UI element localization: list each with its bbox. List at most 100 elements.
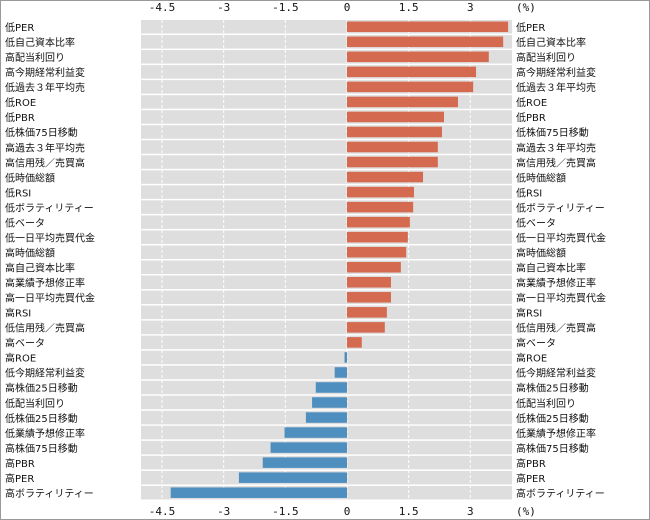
row-band	[141, 140, 512, 154]
bar	[347, 156, 438, 168]
category-label-right: 低一日平均売買代金	[516, 231, 606, 244]
x-tick-label-top: -3	[217, 1, 230, 14]
category-label-right: 高PER	[516, 472, 545, 485]
bar	[170, 487, 347, 498]
unit-label-top: (%)	[516, 1, 536, 14]
bar	[347, 186, 414, 198]
category-label-right: 高今期経常利益変	[516, 66, 596, 79]
row-band	[141, 260, 512, 275]
row-band	[141, 290, 512, 305]
x-tick-label-bottom: -1.5	[272, 505, 299, 518]
category-label-left: 低自己資本比率	[5, 36, 75, 49]
bar	[284, 427, 347, 438]
row-band	[141, 275, 512, 290]
row-band	[141, 335, 512, 350]
category-label-left: 高PER	[5, 472, 34, 485]
x-tick-label-bottom: -4.5	[149, 505, 176, 518]
bar	[347, 322, 385, 333]
category-label-left: 低ベータ	[5, 216, 45, 229]
category-label-left: 低配当利回り	[5, 397, 65, 410]
category-label-left: 高ボラティリティー	[5, 487, 94, 500]
category-label-right: 低ROE	[516, 96, 547, 109]
row-band	[141, 200, 512, 214]
category-label-left: 高配当利回り	[5, 51, 65, 64]
category-label-left: 高今期経常利益変	[5, 66, 85, 79]
bar	[347, 126, 442, 138]
category-label-left: 高過去３年平均売	[5, 141, 85, 154]
category-label-right: 低自己資本比率	[516, 36, 586, 49]
category-label-left: 高ROE	[5, 352, 36, 365]
category-label-left: 高RSI	[5, 307, 31, 320]
bar	[347, 141, 438, 153]
category-label-right: 高株価75日移動	[516, 442, 589, 455]
category-label-right: 低株価25日移動	[516, 412, 589, 425]
category-label-left: 低一日平均売買代金	[5, 231, 95, 244]
category-label-left: 低PBR	[5, 111, 35, 124]
category-label-left: 低PER	[5, 21, 34, 34]
category-label-right: 高過去３年平均売	[516, 141, 596, 154]
category-label-right: 高自己資本比率	[516, 261, 586, 274]
category-label-right: 高株価25日移動	[516, 382, 589, 395]
category-label-right: 低ボラティリティー	[516, 201, 605, 214]
x-tick-label-top: -1.5	[272, 1, 299, 14]
row-band	[141, 185, 512, 199]
bar	[347, 216, 410, 228]
bar	[262, 457, 347, 468]
category-label-left: 高ベータ	[5, 337, 45, 350]
category-label-right: 低信用残／売買高	[516, 322, 596, 335]
category-label-left: 高信用残／売買高	[5, 156, 85, 169]
bar	[347, 81, 474, 93]
category-label-left: 低時価総額	[5, 171, 55, 184]
category-label-left: 低今期経常利益変	[5, 367, 85, 380]
category-label-right: 高ベータ	[516, 337, 556, 350]
bar	[347, 231, 408, 243]
bar	[238, 472, 347, 483]
category-label-right: 低業績予想修正率	[516, 427, 596, 440]
category-label-right: 高配当利回り	[516, 51, 576, 64]
bar	[334, 367, 347, 378]
bar	[347, 96, 458, 108]
x-tick-label-bottom: -3	[217, 505, 230, 518]
category-label-right: 高時価総額	[516, 246, 566, 259]
category-label-left: 高時価総額	[5, 246, 55, 259]
category-label-left: 高一日平均売買代金	[5, 292, 95, 305]
bar	[347, 171, 424, 183]
category-label-right: 高一日平均売買代金	[516, 292, 606, 305]
row-band	[141, 305, 512, 320]
category-label-right: 低PER	[516, 21, 545, 34]
bar	[315, 382, 347, 393]
category-label-right: 高信用残／売買高	[516, 156, 596, 169]
category-label-right: 高ROE	[516, 352, 547, 365]
bar	[347, 261, 401, 273]
category-label-left: 低株価25日移動	[5, 412, 78, 425]
row-band	[141, 125, 512, 139]
category-label-right: 低過去３年平均売	[516, 81, 596, 94]
bar	[347, 292, 391, 303]
bar	[347, 277, 391, 288]
bar	[305, 412, 347, 423]
category-label-left: 低株価75日移動	[5, 126, 78, 139]
row-band	[141, 230, 512, 244]
bar	[347, 337, 362, 348]
category-label-left: 高株価75日移動	[5, 442, 78, 455]
category-label-left: 高業績予想修正率	[5, 277, 85, 290]
x-tick-label-bottom: 1.5	[399, 505, 419, 518]
category-label-right: 低配当利回り	[516, 397, 576, 410]
bar	[347, 66, 477, 78]
bar	[344, 352, 347, 363]
category-label-left: 低RSI	[5, 186, 31, 199]
x-tick-label-top: 3	[467, 1, 474, 14]
category-label-right: 低株価75日移動	[516, 126, 589, 139]
category-label-right: 高PBR	[516, 457, 546, 470]
row-band	[141, 245, 512, 259]
category-label-left: 低業績予想修正率	[5, 427, 85, 440]
category-label-right: 低今期経常利益変	[516, 367, 596, 380]
category-label-right: 高業績予想修正率	[516, 277, 596, 290]
category-label-left: 低過去３年平均売	[5, 81, 85, 94]
bar	[270, 442, 347, 453]
x-tick-label-bottom: 0	[344, 505, 351, 518]
bar	[347, 21, 509, 33]
x-tick-label-bottom: 3	[467, 505, 474, 518]
